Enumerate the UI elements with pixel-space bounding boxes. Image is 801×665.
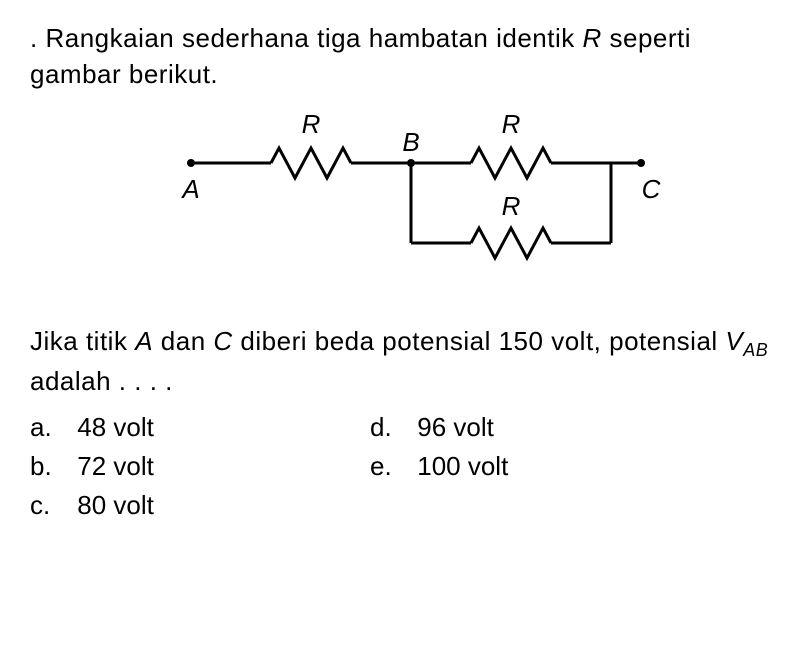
option-b: b. 72 volt	[30, 447, 370, 486]
option-d-label: d.	[370, 408, 410, 447]
prompt-v-sub: AB	[743, 340, 768, 360]
option-e-label: e.	[370, 447, 410, 486]
resistor-r2	[471, 148, 551, 178]
question-main: Rangkaian sederhana tiga hambatan identi…	[45, 23, 574, 53]
option-row-3: c. 80 volt	[30, 486, 771, 525]
option-e-value: 100 volt	[417, 451, 508, 481]
question-prefix: .	[30, 23, 45, 53]
label-a: A	[180, 174, 199, 204]
option-row-2: b. 72 volt e. 100 volt	[30, 447, 771, 486]
options-block: a. 48 volt d. 96 volt b. 72 volt e. 100 …	[30, 408, 771, 525]
label-r1: R	[301, 109, 320, 139]
option-c: c. 80 volt	[30, 486, 370, 525]
prompt-var-c: C	[213, 326, 232, 356]
option-a-label: a.	[30, 408, 70, 447]
prompt-text3: diberi beda potensial 150 volt, potensia…	[240, 326, 717, 356]
option-b-value: 72 volt	[77, 451, 154, 481]
option-b-label: b.	[30, 447, 70, 486]
answer-prompt: Jika titik A dan C diberi beda potensial…	[30, 323, 771, 400]
question-text: . Rangkaian sederhana tiga hambatan iden…	[30, 20, 771, 93]
circuit-diagram: A B C R R R	[30, 103, 771, 303]
prompt-text4: adalah . . . .	[30, 366, 173, 396]
label-r2: R	[501, 109, 520, 139]
option-d-value: 96 volt	[417, 412, 494, 442]
option-c-value: 80 volt	[77, 490, 154, 520]
circuit-svg: A B C R R R	[131, 103, 671, 283]
option-a: a. 48 volt	[30, 408, 370, 447]
resistor-r3	[471, 228, 551, 258]
prompt-v-letter: V	[725, 326, 743, 356]
option-c-label: c.	[30, 486, 70, 525]
option-e: e. 100 volt	[370, 447, 771, 486]
label-b: B	[402, 127, 419, 157]
option-d: d. 96 volt	[370, 408, 771, 447]
option-row-1: a. 48 volt d. 96 volt	[30, 408, 771, 447]
prompt-text2: dan	[161, 326, 206, 356]
prompt-var-v: VAB	[725, 326, 768, 356]
prompt-var-a: A	[135, 326, 153, 356]
label-r3: R	[501, 191, 520, 221]
option-a-value: 48 volt	[77, 412, 154, 442]
node-c-dot	[637, 159, 645, 167]
question-var-r: R	[583, 23, 602, 53]
prompt-text1: Jika titik	[30, 326, 127, 356]
label-c: C	[641, 174, 660, 204]
resistor-r1	[271, 148, 351, 178]
